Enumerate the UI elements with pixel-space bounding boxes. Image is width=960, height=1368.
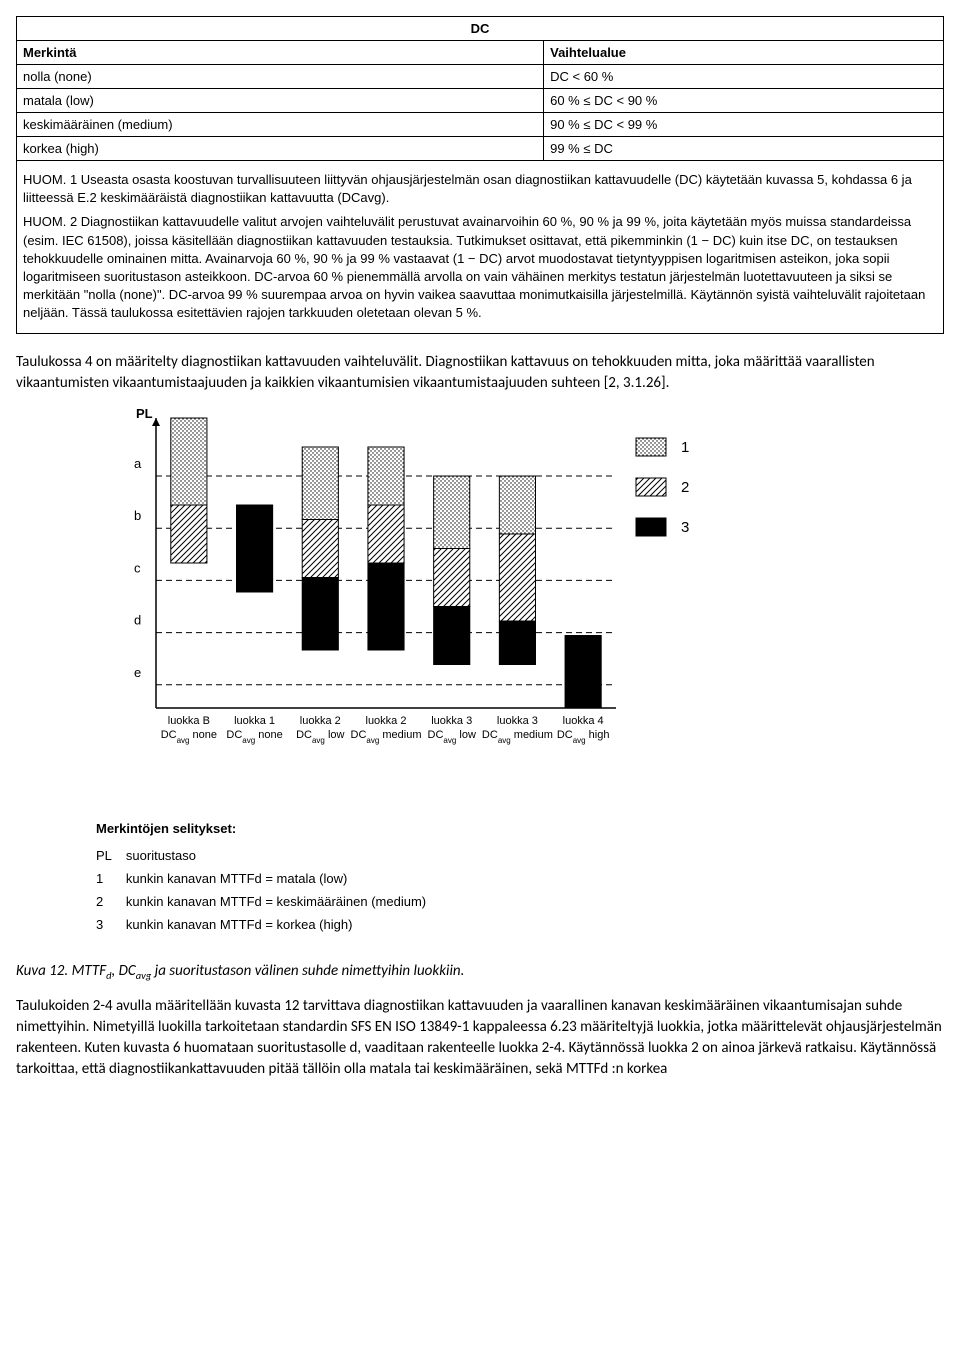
dc-range: DC < 60 % [544, 65, 944, 89]
pl-chart-svg: PL a b c d e luokka B DCavg none luokka 1 DCavg n… [96, 408, 736, 788]
dc-label: keskimääräinen (medium) [17, 113, 544, 137]
legend-key: 1 [96, 867, 126, 890]
legend-row: PL suoritustaso [96, 844, 440, 867]
legend-key: 3 [96, 913, 126, 936]
svg-text:e: e [134, 664, 141, 679]
table-notes-row: HUOM. 1 Useasta osasta koostuvan turvall… [17, 161, 944, 334]
table-row: nolla (none) DC < 60 % [17, 65, 944, 89]
table-row: korkea (high) 99 % ≤ DC [17, 137, 944, 161]
dc-col1-header: Merkintä [17, 41, 544, 65]
svg-text:DCavg none: DCavg none [226, 729, 282, 745]
svg-text:3: 3 [681, 519, 689, 536]
legend-val: kunkin kanavan MTTFd = matala (low) [126, 867, 440, 890]
svg-text:DCavg high: DCavg high [557, 729, 610, 745]
legend-key: PL [96, 844, 126, 867]
svg-text:1: 1 [681, 439, 689, 456]
legend-row: 2 kunkin kanavan MTTFd = keskimääräinen … [96, 890, 440, 913]
dc-col2-header: Vaihtelualue [544, 41, 944, 65]
legend-title: Merkintöjen selitykset: [96, 821, 944, 836]
legend-row: 3 kunkin kanavan MTTFd = korkea (high) [96, 913, 440, 936]
svg-text:luokka 1: luokka 1 [234, 715, 275, 727]
legend-table: PL suoritustaso 1 kunkin kanavan MTTFd =… [96, 844, 440, 936]
table-row: keskimääräinen (medium) 90 % ≤ DC < 99 % [17, 113, 944, 137]
dc-table-title: DC [17, 17, 944, 41]
svg-text:DCavg low: DCavg low [296, 729, 344, 745]
svg-text:DCavg low: DCavg low [428, 729, 476, 745]
svg-text:b: b [134, 508, 141, 523]
legend-key: 2 [96, 890, 126, 913]
svg-text:PL: PL [136, 408, 153, 421]
dc-range: 60 % ≤ DC < 90 % [544, 89, 944, 113]
table-row: matala (low) 60 % ≤ DC < 90 % [17, 89, 944, 113]
svg-text:DCavg none: DCavg none [161, 729, 217, 745]
svg-text:luokka 2: luokka 2 [300, 715, 341, 727]
paragraph-2: Taulukoiden 2-4 avulla määritellään kuva… [16, 996, 944, 1080]
dc-range: 99 % ≤ DC [544, 137, 944, 161]
svg-text:luokka 2: luokka 2 [366, 715, 407, 727]
svg-text:2: 2 [681, 479, 689, 496]
dc-label: matala (low) [17, 89, 544, 113]
svg-text:luokka 3: luokka 3 [497, 715, 538, 727]
legend-val: suoritustaso [126, 844, 440, 867]
svg-text:d: d [134, 612, 141, 627]
dc-label: korkea (high) [17, 137, 544, 161]
legend-row: 1 kunkin kanavan MTTFd = matala (low) [96, 867, 440, 890]
pl-chart: PL a b c d e luokka B DCavg none luokka 1 DCavg n… [96, 408, 736, 791]
svg-text:luokka 4: luokka 4 [563, 715, 604, 727]
dc-note1: HUOM. 1 Useasta osasta koostuvan turvall… [23, 171, 937, 207]
dc-table: DC Merkintä Vaihtelualue nolla (none) DC… [16, 16, 944, 334]
svg-text:luokka 3: luokka 3 [431, 715, 472, 727]
paragraph-1: Taulukossa 4 on määritelty diagnostiikan… [16, 352, 944, 394]
dc-range: 90 % ≤ DC < 99 % [544, 113, 944, 137]
dc-note2: HUOM. 2 Diagnostiikan kattavuudelle vali… [23, 213, 937, 322]
svg-text:DCavg medium: DCavg medium [351, 729, 422, 745]
svg-text:a: a [134, 456, 142, 471]
svg-text:luokka B: luokka B [168, 715, 210, 727]
svg-text:DCavg medium: DCavg medium [482, 729, 553, 745]
dc-label: nolla (none) [17, 65, 544, 89]
legend-val: kunkin kanavan MTTFd = keskimääräinen (m… [126, 890, 440, 913]
figure-caption: Kuva 12. MTTFd, DCavg ja suoritustason v… [16, 962, 944, 982]
svg-text:c: c [134, 560, 141, 575]
legend-val: kunkin kanavan MTTFd = korkea (high) [126, 913, 440, 936]
